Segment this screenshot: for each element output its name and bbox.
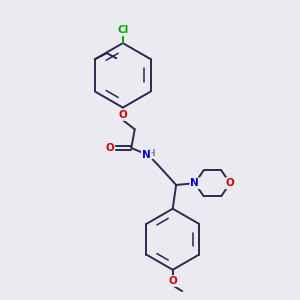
Text: H: H	[147, 149, 154, 158]
Text: Cl: Cl	[117, 25, 128, 35]
Text: O: O	[118, 110, 127, 120]
Text: N: N	[142, 150, 151, 161]
Text: N: N	[190, 178, 199, 188]
Text: O: O	[168, 276, 177, 286]
Text: O: O	[226, 178, 235, 188]
Text: O: O	[106, 143, 114, 153]
